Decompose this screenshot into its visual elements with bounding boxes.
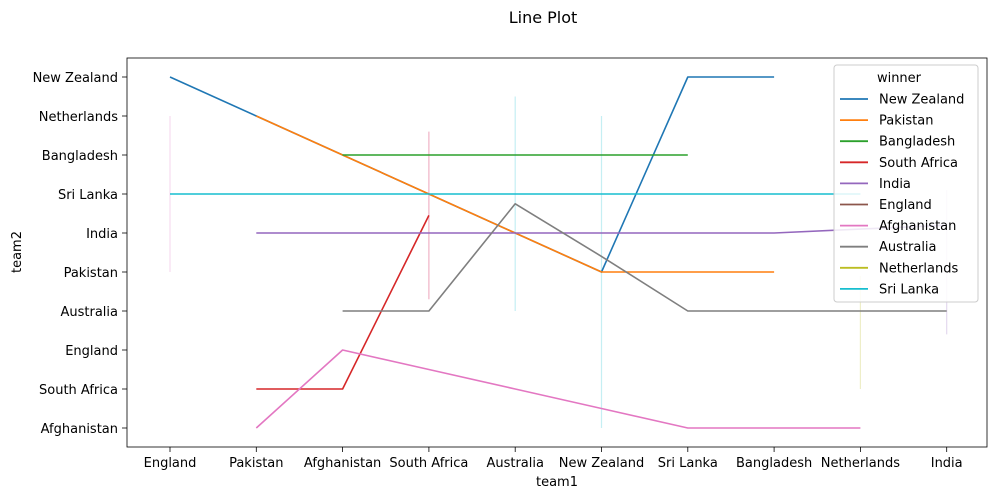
x-axis: England Pakistan Afghanistan South Africa Au… <box>144 447 963 471</box>
legend-label-new-zealand: New Zealand <box>879 93 964 108</box>
legend-label-pakistan: Pakistan <box>879 114 933 129</box>
chart-title: Line Plot <box>509 8 578 27</box>
legend-label-south-africa: South Africa <box>879 156 958 171</box>
x-tick-label: Australia <box>486 456 544 471</box>
plot-area-frame <box>126 57 988 448</box>
x-tick-label: England <box>144 456 197 471</box>
legend-label-bangladesh: Bangladesh <box>879 135 955 150</box>
legend-items: New Zealand Pakistan Bangladesh South Afric… <box>840 93 964 297</box>
y-tick-label: Bangladesh <box>42 149 118 164</box>
series-lines <box>169 76 947 429</box>
y-tick-label: India <box>86 227 118 242</box>
y-tick-label: Netherlands <box>39 110 118 125</box>
series-line-new-zealand <box>169 76 775 273</box>
y-tick-label: England <box>65 344 118 359</box>
y-tick-label: Australia <box>60 305 118 320</box>
y-axis: New Zealand Netherlands Bangladesh Sri Lank… <box>33 71 127 437</box>
series-line-india <box>256 224 947 234</box>
legend-label-australia: Australia <box>879 240 937 255</box>
y-tick-label: Sri Lanka <box>58 188 118 203</box>
x-tick-label: South Africa <box>389 456 468 471</box>
legend: winner New Zealand Pakistan Bangladesh Sout… <box>833 64 979 303</box>
legend-label-india: India <box>879 177 911 192</box>
legend-label-netherlands: Netherlands <box>879 261 958 276</box>
x-tick-label: Pakistan <box>229 456 283 471</box>
y-tick-label: Afghanistan <box>41 422 118 437</box>
interval-bands <box>169 96 948 428</box>
y-axis-label: team2 <box>10 231 25 273</box>
y-tick-label: Pakistan <box>64 266 118 281</box>
x-tick-label: Afghanistan <box>304 456 381 471</box>
legend-box <box>833 64 979 303</box>
series-line-australia <box>342 203 947 312</box>
x-tick-label: Sri Lanka <box>658 456 718 471</box>
series-line-afghanistan <box>255 349 861 429</box>
y-tick-label: South Africa <box>39 383 118 398</box>
series-line-south-africa <box>256 215 430 390</box>
y-tick-label: New Zealand <box>33 71 118 86</box>
legend-label-sri-lanka: Sri Lanka <box>879 282 939 297</box>
x-tick-label: New Zealand <box>559 456 644 471</box>
legend-title: winner <box>877 71 922 86</box>
x-tick-label: Netherlands <box>821 456 900 471</box>
x-tick-label: Bangladesh <box>736 456 812 471</box>
legend-label-england: England <box>879 198 932 213</box>
x-axis-label: team1 <box>536 475 578 490</box>
x-tick-label: India <box>931 456 963 471</box>
legend-label-afghanistan: Afghanistan <box>879 219 956 234</box>
